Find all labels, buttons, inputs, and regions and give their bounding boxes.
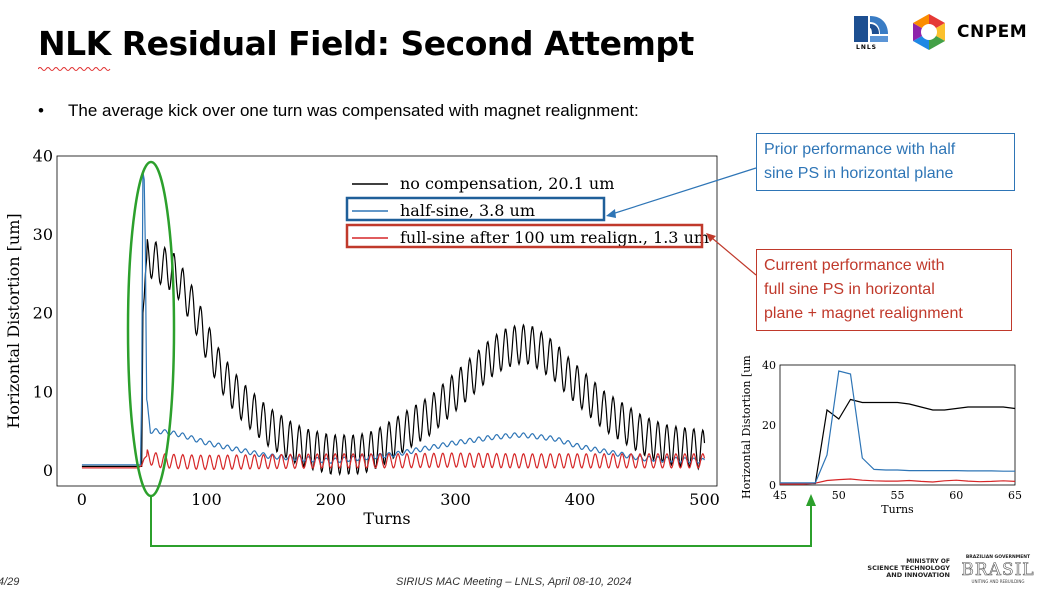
cnpem-logo-mark xyxy=(913,14,945,50)
series-line-0 xyxy=(780,398,1015,485)
y-tick-label: 40 xyxy=(762,359,776,372)
y-tick-label: 20 xyxy=(33,304,53,323)
x-tick-label: 55 xyxy=(891,489,905,502)
x-tick-label: 60 xyxy=(949,489,963,502)
series-line-half-sine xyxy=(81,171,705,466)
bullet-item: • The average kick over one turn was comp… xyxy=(38,101,639,121)
brasil-wordmark: BRASIL xyxy=(961,560,1034,580)
lnls-logo-text: LNLS xyxy=(856,44,877,51)
y-tick-label: 10 xyxy=(33,382,53,401)
legend-entry: no compensation, 20.1 um xyxy=(400,174,614,193)
ministry-line-1: MINISTRY OF xyxy=(906,558,950,565)
x-tick-label: 200 xyxy=(316,490,347,509)
x-tick-label: 50 xyxy=(832,489,846,502)
callout-current-line-2: full sine PS in horizontal xyxy=(764,281,935,298)
x-tick-label: 400 xyxy=(565,490,596,509)
x-tick-label: 500 xyxy=(689,490,720,509)
x-tick-label: 300 xyxy=(440,490,471,509)
brasil-gov-logo: BRAZILIAN GOVERNMENT BRASIL UNITING AND … xyxy=(961,554,1034,584)
x-axis-label: Turns xyxy=(881,503,914,516)
y-tick-label: 0 xyxy=(43,461,53,480)
ministry-line-3: AND INNOVATION xyxy=(886,571,950,579)
callout-prior-line-1: Prior performance with half xyxy=(764,141,956,158)
x-tick-label: 0 xyxy=(77,490,87,509)
series-line-2 xyxy=(780,478,1015,485)
series-line-no-compensation xyxy=(81,239,706,477)
y-tick-label: 40 xyxy=(33,147,53,166)
footer-meeting: SIRIUS MAC Meeting – LNLS, April 08-10, … xyxy=(396,576,632,588)
series-line-1 xyxy=(780,370,1015,484)
y-axis-label: Horizontal Distortion [um] xyxy=(4,213,23,428)
main-chart: 0 100 200 300 400 500 0 10 20 30 40 Turns Horizontal… xyxy=(4,147,720,528)
legend-entry: full-sine after 100 um realign., 1.3 um xyxy=(400,228,709,247)
brasil-tagline: UNITING AND REBUILDING xyxy=(972,579,1025,584)
x-tick-label: 100 xyxy=(191,490,222,509)
bullet-dot: • xyxy=(38,101,44,120)
callout-current-performance: Current performance with full sine PS in… xyxy=(756,249,1012,331)
spellcheck-underline xyxy=(38,67,111,71)
ministry-line-2: SCIENCE TECHNOLOGY xyxy=(867,564,950,572)
bullet-text: The average kick over one turn was compe… xyxy=(68,101,639,120)
lnls-logo xyxy=(854,16,888,42)
legend-entry: half-sine, 3.8 um xyxy=(400,201,535,220)
slide-title: NLK Residual Field: Second Attempt xyxy=(38,24,694,63)
y-axis-label: Horizontal Distortion [um] xyxy=(740,355,753,499)
y-tick-label: 0 xyxy=(769,479,776,492)
plot-frame xyxy=(779,364,1016,486)
page-number: 4/29 xyxy=(0,576,20,588)
brazil-gov-label: BRAZILIAN GOVERNMENT xyxy=(966,554,1031,560)
series-line-full-sine-after-100-um-realign. xyxy=(81,449,706,471)
y-tick-label: 30 xyxy=(33,225,53,244)
y-tick-label: 20 xyxy=(762,419,776,432)
callout-current-line-1: Current performance with xyxy=(764,257,945,274)
callout-prior-performance: Prior performance with half sine PS in h… xyxy=(756,133,1015,191)
x-tick-label: 65 xyxy=(1008,489,1022,502)
x-axis-label: Turns xyxy=(363,509,410,528)
cnpem-logo-text: CNPEM xyxy=(957,22,1028,42)
callout-prior-line-2: sine PS in horizontal plane xyxy=(764,165,954,182)
callout-current-line-3: plane + magnet realignment xyxy=(764,305,963,322)
ministry-logo: MINISTRY OF SCIENCE TECHNOLOGY AND INNOV… xyxy=(860,558,950,579)
